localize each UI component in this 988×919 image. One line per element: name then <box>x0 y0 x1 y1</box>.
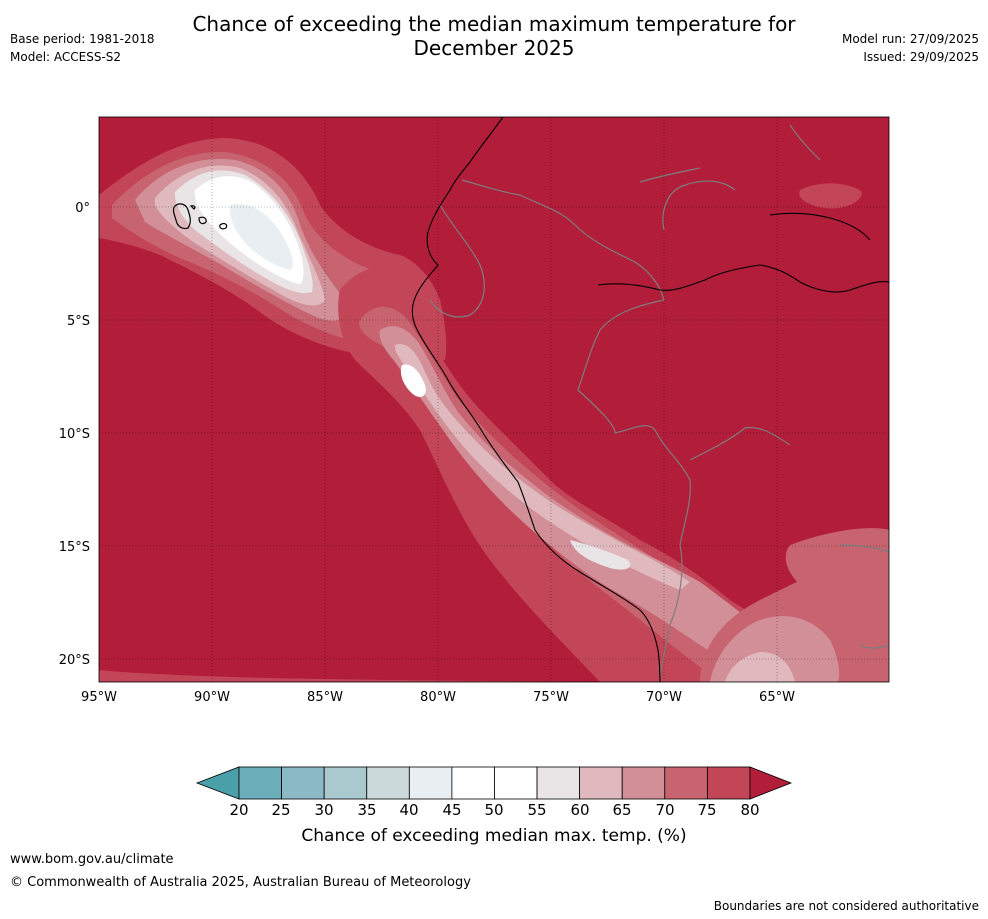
colorbar-swatch <box>621 766 666 800</box>
lat-label: 15°S <box>59 540 90 555</box>
colorbar-label: Chance of exceeding median max. temp. (%… <box>301 826 687 846</box>
country-borders <box>429 124 889 682</box>
lat-label: 20°S <box>59 653 90 668</box>
lon-label: 75°W <box>533 690 569 705</box>
colorbar-tick: 55 <box>527 801 546 819</box>
colorbar-tick: 80 <box>740 801 759 819</box>
colorbar-swatch <box>238 766 282 800</box>
lon-label: 85°W <box>307 690 343 705</box>
colorbar-tick: 30 <box>314 801 333 819</box>
colorbar-tick: 65 <box>612 801 631 819</box>
lon-axis: 95°W 90°W 85°W 80°W 75°W 70°W 65°W <box>81 690 795 705</box>
lat-label: 10°S <box>59 427 90 442</box>
colorbar-swatch <box>664 766 708 800</box>
coast-60 <box>394 344 690 590</box>
lat-axis: 0° 5°S 10°S 15°S 20°S <box>59 201 90 668</box>
lon-label: 90°W <box>194 690 230 705</box>
title-line-2: December 2025 <box>413 36 575 60</box>
colorbar-tick: 40 <box>399 801 418 819</box>
colorbar-swatch <box>366 766 410 800</box>
coast-55 <box>570 540 631 570</box>
lon-label: 70°W <box>646 690 682 705</box>
coastline <box>411 117 889 682</box>
lat-label: 5°S <box>67 314 90 329</box>
colorbar-tick: 35 <box>357 801 376 819</box>
colorbar-swatch <box>536 766 581 800</box>
lat-label: 0° <box>75 201 90 216</box>
colorbar-tick: 25 <box>271 801 290 819</box>
colorbar-swatches <box>195 766 793 800</box>
colorbar-tick: 45 <box>442 801 461 819</box>
se-70b <box>785 528 889 625</box>
footer-url: www.bom.gov.au/climate <box>10 852 174 867</box>
map-title: Chance of exceeding the median maximum t… <box>0 12 988 60</box>
model-run: Model run: 27/09/2025 <box>841 32 979 46</box>
title-line-1: Chance of exceeding the median maximum t… <box>192 12 796 36</box>
colorbar: 20 25 30 35 40 45 50 55 60 65 70 75 80 <box>195 766 793 819</box>
footer-note: Boundaries are not considered authoritat… <box>713 899 979 913</box>
issued-date: Issued: 29/09/2025 <box>863 50 979 64</box>
map-frame <box>98 116 890 683</box>
map-panel <box>99 117 889 682</box>
se-60 <box>725 652 795 682</box>
colorbar-swatch <box>494 766 538 800</box>
colorbar-tick: 50 <box>484 801 503 819</box>
colorbar-swatch <box>323 766 368 800</box>
colorbar-tick: 60 <box>570 801 589 819</box>
galapagos-islands <box>172 203 228 230</box>
colorbar-ticks: 20 25 30 35 40 45 50 55 60 65 70 75 80 <box>229 801 759 819</box>
meta-left: Base period: 1981-2018 Model: ACCESS-S2 <box>10 30 155 66</box>
colorbar-swatch <box>706 766 751 800</box>
model-name: Model: ACCESS-S2 <box>10 50 122 64</box>
coast-65 <box>379 325 840 682</box>
ne-75 <box>799 183 862 209</box>
lon-label: 65°W <box>759 690 795 705</box>
colorbar-swatch <box>408 766 453 800</box>
lon-label: 80°W <box>420 690 456 705</box>
colorbar-extend-low <box>195 766 240 800</box>
colorbar-tick: 20 <box>229 801 248 819</box>
colorbar-swatch <box>451 766 495 800</box>
colorbar-swatch <box>579 766 623 800</box>
footer-copyright: © Commonwealth of Australia 2025, Austra… <box>10 875 471 890</box>
graticule <box>99 117 889 682</box>
base-period: Base period: 1981-2018 <box>10 32 155 46</box>
coast-50 <box>400 364 426 397</box>
colorbar-extend-high <box>749 766 793 800</box>
lon-label: 95°W <box>81 690 117 705</box>
colorbar-swatch <box>281 766 325 800</box>
plume-45 <box>229 204 293 270</box>
colorbar-tick: 70 <box>655 801 674 819</box>
colorbar-tick: 75 <box>697 801 716 819</box>
meta-right: Model run: 27/09/2025 Issued: 29/09/2025 <box>842 30 979 66</box>
